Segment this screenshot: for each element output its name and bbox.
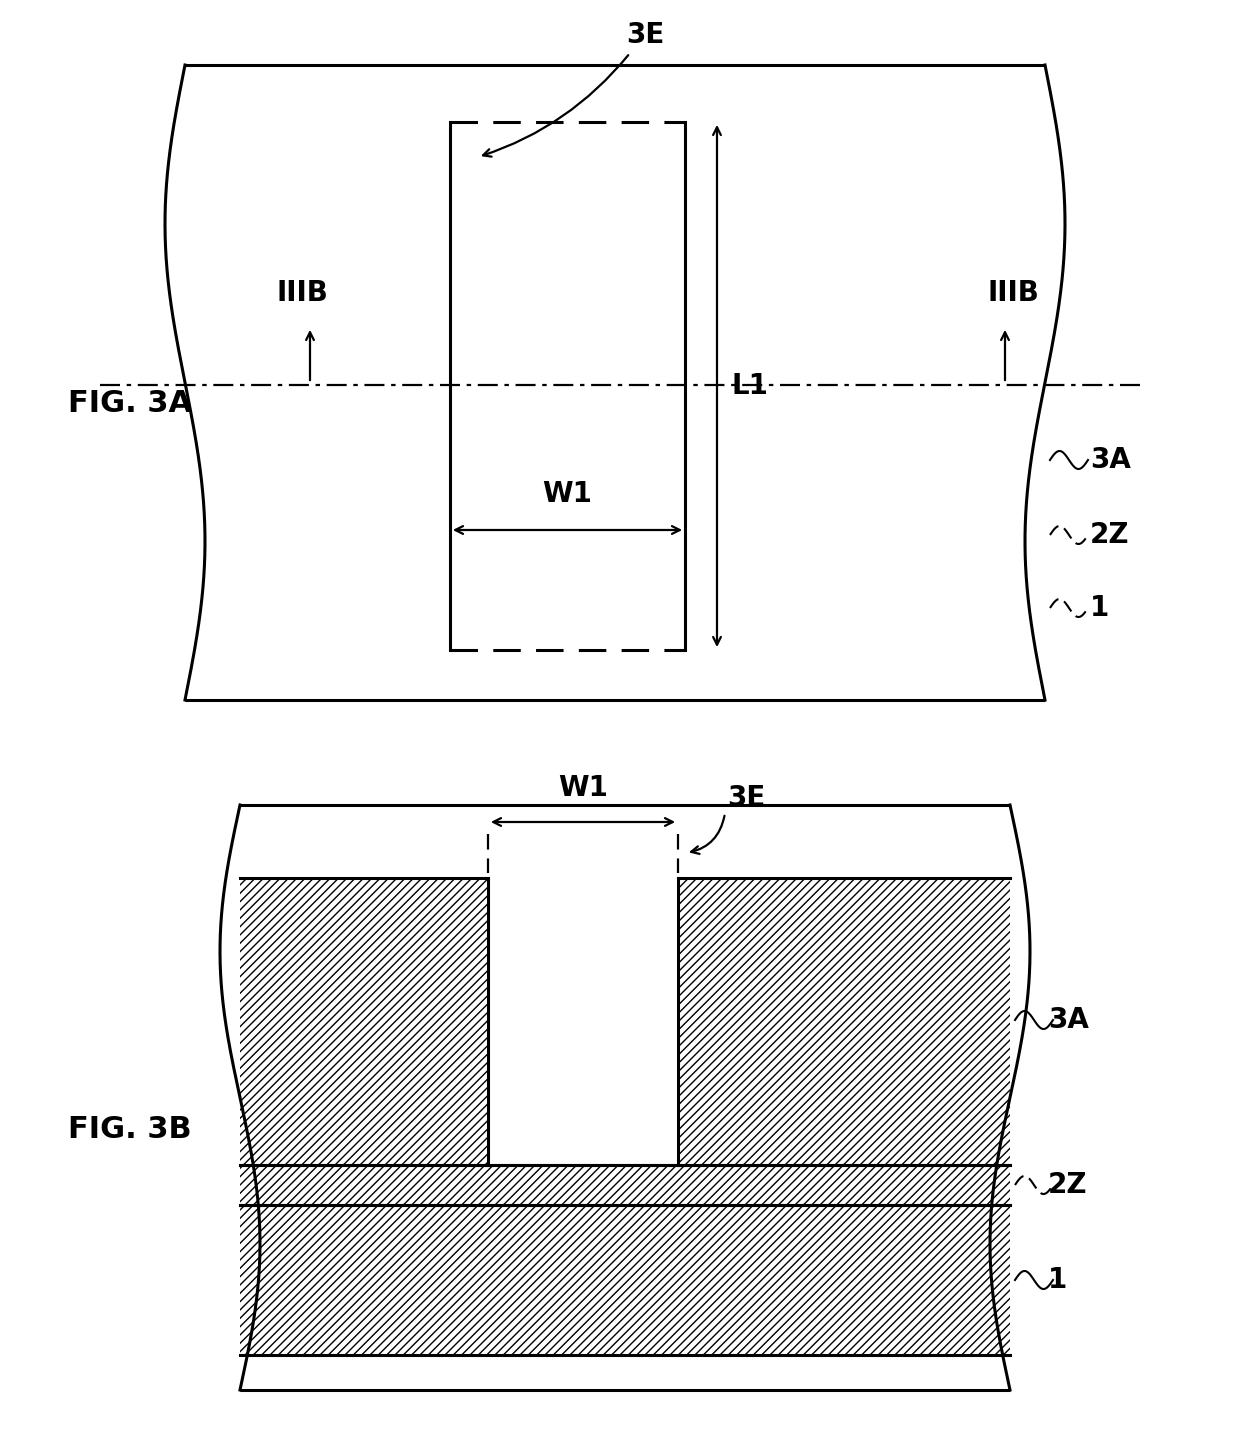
- Text: 3E: 3E: [626, 20, 665, 49]
- Bar: [241, 1205, 1011, 1356]
- Text: L1: L1: [732, 372, 768, 400]
- Text: 2Z: 2Z: [1090, 522, 1130, 549]
- Text: 2Z: 2Z: [1048, 1171, 1087, 1199]
- Text: W1: W1: [543, 479, 593, 509]
- Bar: [241, 1165, 1011, 1205]
- Text: 1: 1: [1090, 594, 1110, 622]
- Text: FIG. 3B: FIG. 3B: [68, 1116, 192, 1145]
- Text: 3A: 3A: [1090, 446, 1131, 474]
- Text: 3E: 3E: [727, 785, 765, 812]
- Text: FIG. 3A: FIG. 3A: [68, 388, 192, 417]
- Text: IIIB: IIIB: [277, 279, 327, 307]
- Text: 3A: 3A: [1048, 1005, 1089, 1035]
- Text: W1: W1: [558, 774, 608, 802]
- Text: IIIB: IIIB: [987, 279, 1039, 307]
- Bar: [241, 878, 489, 1165]
- Bar: [678, 878, 1011, 1165]
- Text: 1: 1: [1048, 1266, 1068, 1295]
